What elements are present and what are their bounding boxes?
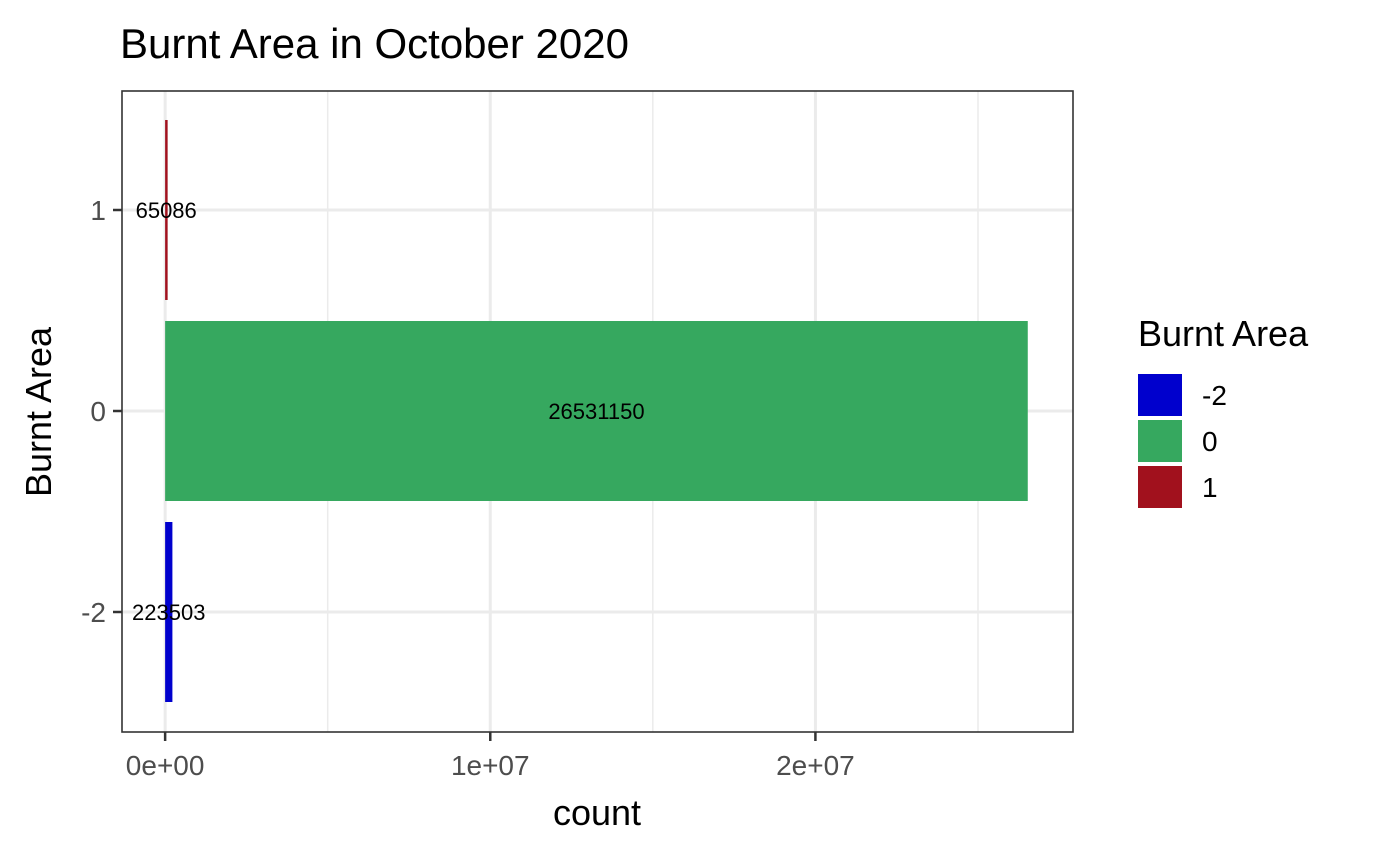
legend-label-0: 0 xyxy=(1202,426,1218,457)
x-tick-label-2: 2e+07 xyxy=(776,750,855,781)
legend-key-1 xyxy=(1138,466,1182,508)
data-labels: 223503 26531150 65086 xyxy=(132,198,645,625)
bars xyxy=(165,120,1028,702)
data-label-0: 26531150 xyxy=(548,399,644,424)
x-axis: 0e+00 1e+07 2e+07 xyxy=(126,732,855,781)
y-axis: -2 0 1 xyxy=(81,195,122,628)
y-axis-title: Burnt Area xyxy=(18,326,59,497)
chart-title: Burnt Area in October 2020 xyxy=(120,20,629,67)
y-tick-label-0: -2 xyxy=(81,597,106,628)
y-tick-label-1: 0 xyxy=(90,396,106,427)
legend-title: Burnt Area xyxy=(1138,313,1309,354)
x-axis-title: count xyxy=(553,792,641,833)
data-label-1: 65086 xyxy=(136,198,197,223)
legend-label--2: -2 xyxy=(1202,380,1227,411)
bar-1 xyxy=(165,120,168,300)
legend: Burnt Area -2 0 1 xyxy=(1138,313,1309,508)
legend-key-0 xyxy=(1138,420,1182,462)
y-tick-label-2: 1 xyxy=(90,195,106,226)
x-tick-label-1: 1e+07 xyxy=(451,750,530,781)
bar--2 xyxy=(165,522,173,702)
bar-0 xyxy=(165,321,1028,501)
legend-key--2 xyxy=(1138,374,1182,416)
x-tick-label-0: 0e+00 xyxy=(126,750,205,781)
data-label--2: 223503 xyxy=(132,600,205,625)
legend-label-1: 1 xyxy=(1202,472,1218,503)
